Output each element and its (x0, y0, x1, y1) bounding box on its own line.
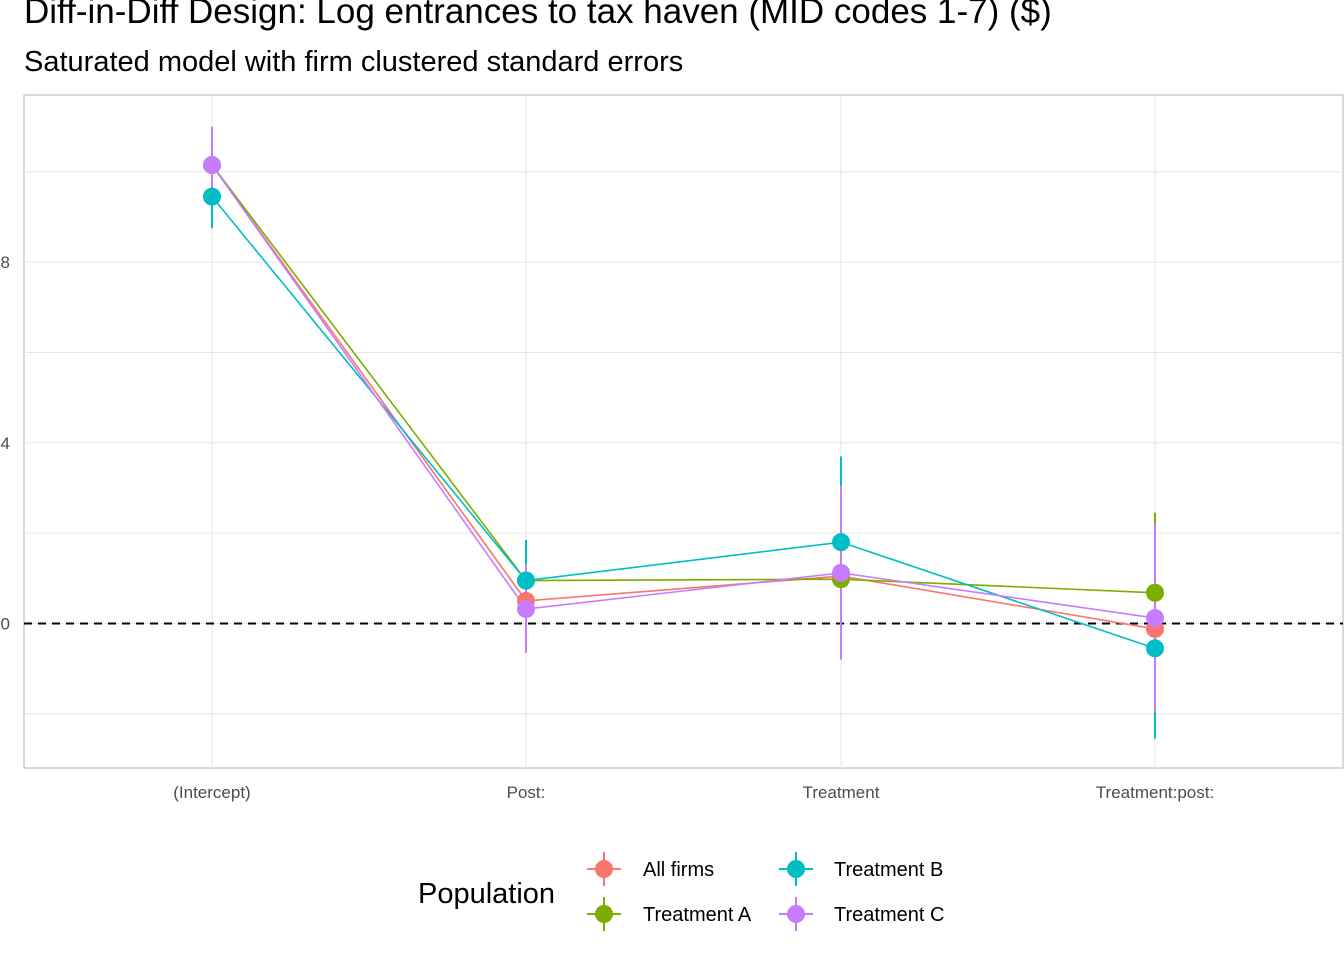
legend-label: All firms (643, 859, 714, 881)
chart-subtitle: Saturated model with firm clustered stan… (24, 46, 684, 78)
legend-key-point (787, 905, 805, 923)
x-tick-label: Post: (507, 783, 546, 802)
x-tick-labels: (Intercept) Post: Treatment Treatment:post: (173, 783, 1214, 802)
data-point (1146, 639, 1164, 658)
x-tick-label: Treatment:post: (1096, 783, 1214, 802)
data-point (203, 187, 221, 206)
data-point (517, 571, 535, 590)
data-point (832, 563, 850, 582)
chart-title: Diff-in-Diff Design: Log entrances to ta… (24, 0, 1052, 31)
plot-panel (23, 94, 1344, 769)
legend-key-point (595, 905, 613, 923)
legend-label: Treatment A (643, 904, 752, 926)
series-line (211, 164, 1156, 630)
legend-key-point (787, 860, 805, 878)
x-tick-label: (Intercept) (173, 783, 250, 802)
y-tick-label: 4 (1, 434, 10, 453)
y-tick-labels: 0 4 8 (1, 253, 10, 633)
data-point (832, 533, 850, 552)
y-tick-label: 0 (1, 614, 10, 633)
series-line (211, 164, 1156, 594)
y-tick-label: 8 (1, 253, 10, 272)
grid-lines (24, 95, 1343, 768)
legend-label: Treatment B (834, 859, 943, 881)
legend-label: Treatment C (834, 904, 944, 926)
series-line (211, 164, 1156, 619)
legend: Population All firms Treatment A Treatment… (418, 852, 944, 931)
data-point (203, 156, 221, 175)
legend-title: Population (418, 878, 555, 910)
series-layer (203, 126, 1164, 739)
data-point (1146, 609, 1164, 628)
legend-key-point (595, 860, 613, 878)
data-point (517, 600, 535, 619)
x-tick-label: Treatment (803, 783, 880, 802)
data-point (1146, 583, 1164, 602)
